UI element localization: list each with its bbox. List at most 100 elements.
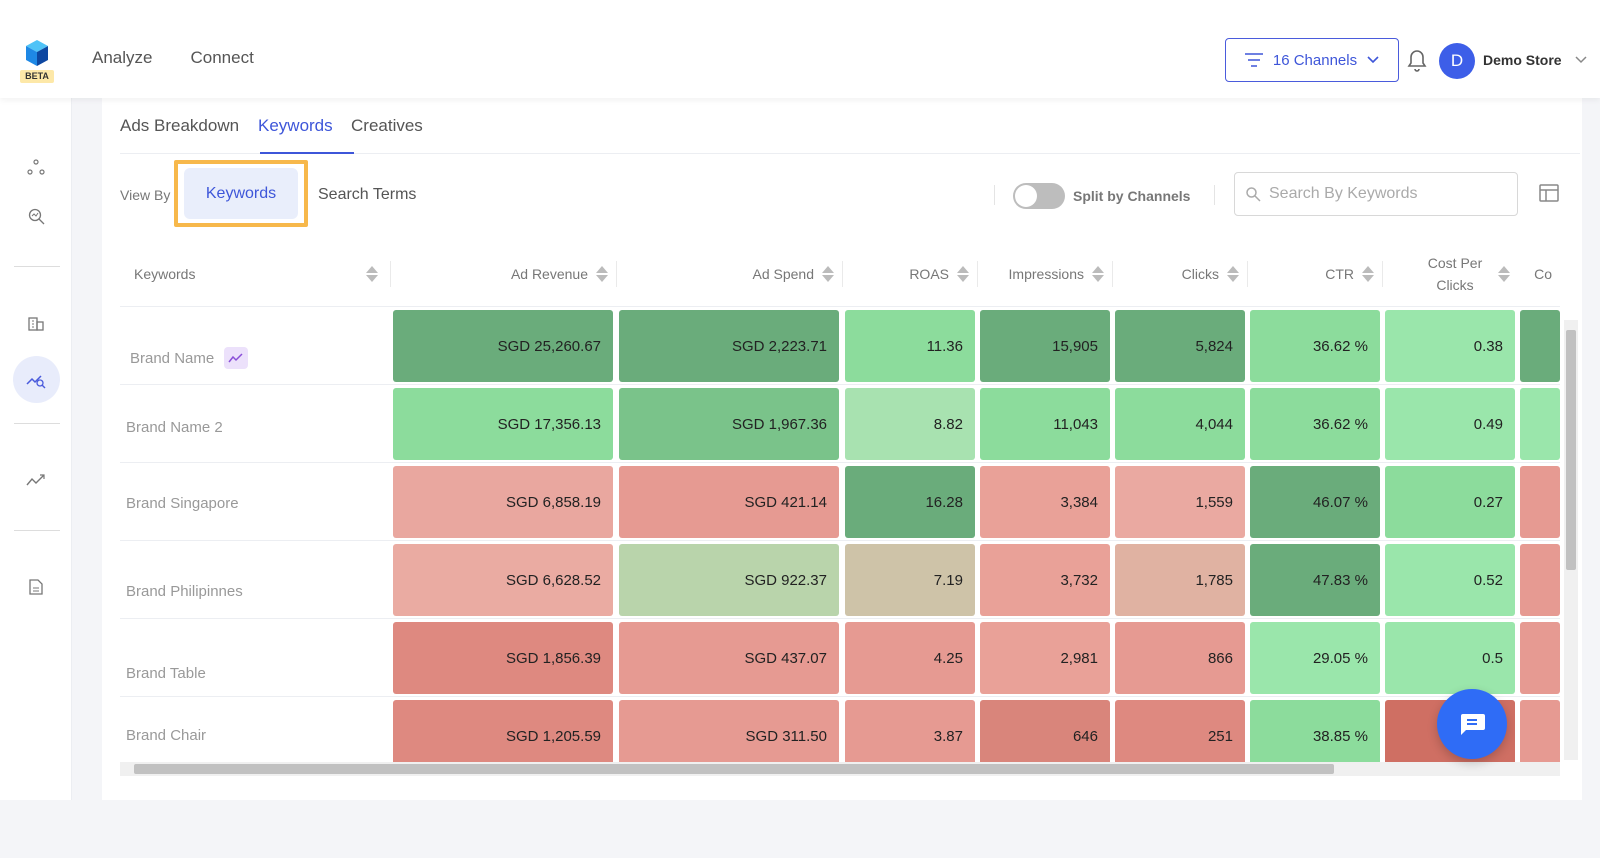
column-header[interactable]: Keywords: [120, 241, 390, 307]
metric-cell: 0.5: [1385, 622, 1515, 694]
tab-bar: Ads Breakdown Keywords Creatives: [120, 98, 1580, 154]
split-by-channels-toggle[interactable]: [1013, 183, 1065, 209]
nav-connect[interactable]: Connect: [190, 48, 254, 67]
sidebar-divider: [14, 423, 60, 424]
tab-keywords[interactable]: Keywords: [258, 116, 333, 135]
sort-icon[interactable]: [366, 266, 378, 282]
table-row[interactable]: Brand Chair SGD 1,205.59 SGD 311.50 3.87 646…: [120, 697, 1560, 775]
sort-icon[interactable]: [1092, 266, 1104, 282]
column-header-label: Clicks: [1181, 266, 1219, 282]
split-by-channels-label: Split by Channels: [1073, 188, 1191, 204]
metric-cell: SGD 25,260.67: [393, 310, 613, 382]
keyword-label: Brand Chair: [126, 727, 207, 744]
view-keywords-button[interactable]: Keywords: [184, 168, 298, 219]
line-chart-icon[interactable]: [24, 468, 48, 492]
keyword-cell: Brand Name 2: [126, 419, 223, 436]
table-row[interactable]: Brand Name 2 SGD 17,356.13 SGD 1,967.36 8.8…: [120, 385, 1560, 463]
metric-cell: SGD 1,205.59: [393, 700, 613, 772]
search-analytics-icon[interactable]: [24, 204, 48, 228]
metric-cell: 866: [1115, 622, 1245, 694]
active-tab-indicator: [260, 152, 354, 154]
column-header-label: ROAS: [909, 266, 949, 282]
app-logo[interactable]: BETA: [20, 40, 54, 84]
search-input[interactable]: [1269, 185, 1509, 203]
sort-icon[interactable]: [596, 266, 608, 282]
trend-icon[interactable]: [224, 347, 249, 369]
chevron-down-icon[interactable]: [1574, 52, 1588, 66]
search-icon: [1246, 187, 1261, 202]
column-header[interactable]: Ad Revenue: [390, 241, 616, 307]
column-header-label: Keywords: [134, 266, 196, 282]
scrollbar-thumb[interactable]: [1566, 330, 1576, 570]
sort-icon[interactable]: [1498, 266, 1510, 282]
toggle-knob: [1015, 185, 1037, 207]
column-header[interactable]: Co: [1518, 241, 1560, 307]
divider: [1214, 185, 1215, 205]
channels-label: 16 Channels: [1272, 51, 1358, 69]
keywords-table: Keywords Ad Revenue Ad Spend ROAS Impression…: [120, 241, 1560, 858]
columns-settings-icon[interactable]: [1538, 182, 1560, 204]
metric-cell: 11.36: [845, 310, 975, 382]
channels-filter-button[interactable]: 16 Channels: [1225, 38, 1399, 82]
metric-cell: 2,981: [980, 622, 1110, 694]
keyword-label: Brand Table: [126, 665, 206, 682]
table-row[interactable]: Brand Philipinnes SGD 6,628.52 SGD 922.37 7…: [120, 541, 1560, 619]
chevron-down-icon: [1367, 56, 1379, 64]
table-row[interactable]: Brand Name SGD 25,260.67 SGD 2,223.71 11.36…: [120, 307, 1560, 385]
metric-cell: SGD 1,967.36: [619, 388, 839, 460]
sort-icon[interactable]: [1227, 266, 1239, 282]
column-header[interactable]: Cost Per Clicks: [1382, 241, 1518, 307]
nodes-icon[interactable]: [24, 155, 48, 179]
horizontal-scrollbar[interactable]: [120, 762, 1560, 776]
divider: [994, 185, 995, 205]
metric-cell: 3,384: [980, 466, 1110, 538]
chat-button[interactable]: [1437, 689, 1507, 759]
metric-cell: [1520, 310, 1560, 382]
table-header: Keywords Ad Revenue Ad Spend ROAS Impression…: [120, 241, 1560, 307]
keyword-label: Brand Name 2: [126, 419, 223, 436]
filter-icon: [1244, 53, 1263, 67]
tab-ads-breakdown[interactable]: Ads Breakdown: [120, 116, 240, 135]
sort-icon[interactable]: [1362, 266, 1374, 282]
metric-cell: 38.85 %: [1250, 700, 1380, 772]
metric-cell: SGD 421.14: [619, 466, 839, 538]
metric-cell: SGD 6,628.52: [393, 544, 613, 616]
metric-cell: 36.62 %: [1250, 310, 1380, 382]
table-row[interactable]: Brand Table SGD 1,856.39 SGD 437.07 4.25 2,9…: [120, 619, 1560, 697]
bell-icon[interactable]: [1405, 47, 1429, 73]
column-header-label: Ad Revenue: [510, 266, 588, 282]
document-icon[interactable]: [24, 575, 48, 599]
store-name[interactable]: Demo Store: [1483, 52, 1562, 68]
header-separator: [390, 261, 391, 287]
column-header[interactable]: Clicks: [1112, 241, 1247, 307]
vertical-scrollbar[interactable]: [1564, 320, 1578, 760]
avatar[interactable]: D: [1439, 43, 1475, 79]
tab-creatives[interactable]: Creatives: [351, 116, 423, 135]
column-header-label: Cost Per Clicks: [1427, 255, 1483, 293]
column-header-label: Impressions: [1008, 266, 1084, 282]
header-separator: [1247, 261, 1248, 287]
beta-badge: BETA: [20, 70, 54, 83]
nav-analyze[interactable]: Analyze: [92, 48, 153, 67]
metric-cell: 36.62 %: [1250, 388, 1380, 460]
column-header-label: Ad Spend: [752, 266, 815, 282]
scrollbar-thumb[interactable]: [134, 764, 1334, 774]
building-icon[interactable]: [24, 311, 48, 335]
main-panel: Ads Breakdown Keywords Creatives View By…: [102, 98, 1582, 800]
view-search-terms-button[interactable]: Search Terms: [318, 186, 417, 203]
metric-cell: 15,905: [980, 310, 1110, 382]
sidebar: [0, 98, 72, 800]
chart-search-icon[interactable]: [24, 368, 48, 392]
table-row[interactable]: Brand Singapore SGD 6,858.19 SGD 421.14 16.…: [120, 463, 1560, 541]
column-header[interactable]: ROAS: [842, 241, 977, 307]
keyword-label: Brand Philipinnes: [126, 583, 243, 600]
column-header[interactable]: CTR: [1247, 241, 1382, 307]
sort-icon[interactable]: [957, 266, 969, 282]
metric-cell: SGD 2,223.71: [619, 310, 839, 382]
metric-cell: [1520, 544, 1560, 616]
sort-icon[interactable]: [822, 266, 834, 282]
metric-cell: 16.28: [845, 466, 975, 538]
column-header[interactable]: Impressions: [977, 241, 1112, 307]
header-separator: [1382, 261, 1383, 287]
column-header[interactable]: Ad Spend: [616, 241, 842, 307]
